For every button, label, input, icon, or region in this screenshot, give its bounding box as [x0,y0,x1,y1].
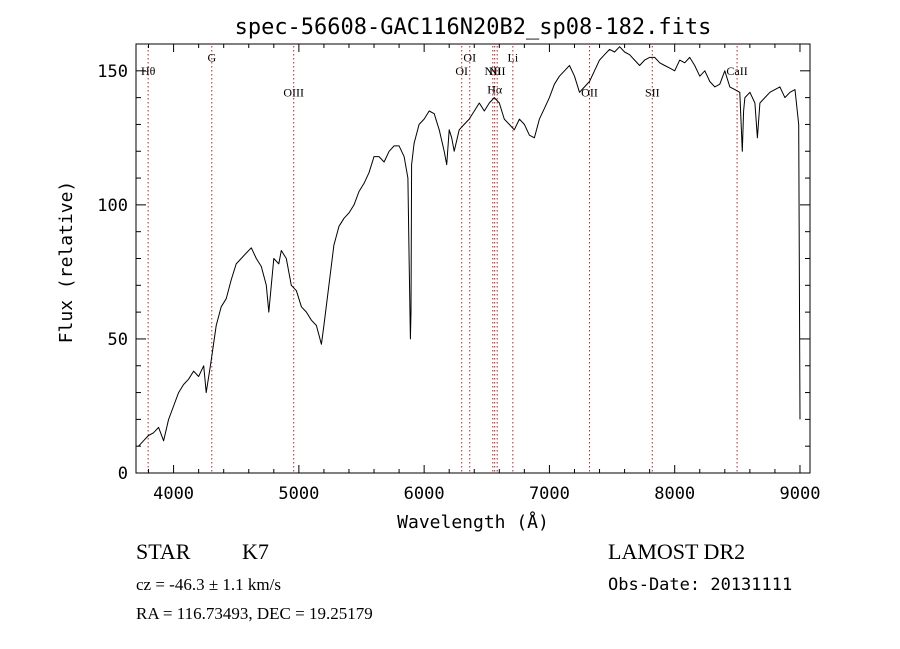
line-marker-label: OI [455,64,468,78]
spectrum-line [138,46,801,447]
obs-date: Obs-Date: 20131111 [608,575,792,595]
chart-title: spec-56608-GAC116N20B2_sp08-182.fits [235,15,712,40]
coordinates: RA = 116.73493, DEC = 19.25179 [136,604,373,623]
line-marker-label: Hθ [141,64,156,78]
y-axis-ticks: 0 50 100 150 [97,43,810,484]
y-tick-label: 0 [118,464,128,484]
line-marker-label: NII [489,64,506,78]
cz-value: cz = -46.3 ± 1.1 km/s [136,575,281,594]
object-subclass: K7 [242,539,269,564]
y-tick-label: 50 [108,330,128,350]
line-marker-label: OII [581,85,598,99]
x-tick-label: 4000 [153,484,194,504]
x-tick-label: 8000 [654,484,695,504]
line-marker-label: Li [508,50,519,64]
line-marker-label: OI [463,50,476,64]
line-marker-label: G [207,50,216,64]
x-axis-ticks: 4000 5000 6000 7000 8000 9000 [148,44,821,504]
x-tick-label: 6000 [404,484,445,504]
y-tick-label: 100 [97,196,128,216]
y-tick-label: 150 [97,62,128,82]
plot-frame [135,43,811,474]
x-tick-label: 5000 [278,484,319,504]
spectrum-series [138,46,801,447]
y-axis-label: Flux (relative) [56,181,77,344]
x-tick-label: 7000 [529,484,570,504]
line-marker-label: CaII [726,64,747,78]
line-marker-label: OIII [283,85,304,99]
x-axis-label: Wavelength (Å) [397,511,549,533]
line-marker-label: Hα [487,83,503,97]
line-marker-label: SII [645,85,660,99]
object-class: STAR [136,539,191,564]
x-tick-label: 9000 [780,484,821,504]
survey-name: LAMOST DR2 [608,539,745,564]
